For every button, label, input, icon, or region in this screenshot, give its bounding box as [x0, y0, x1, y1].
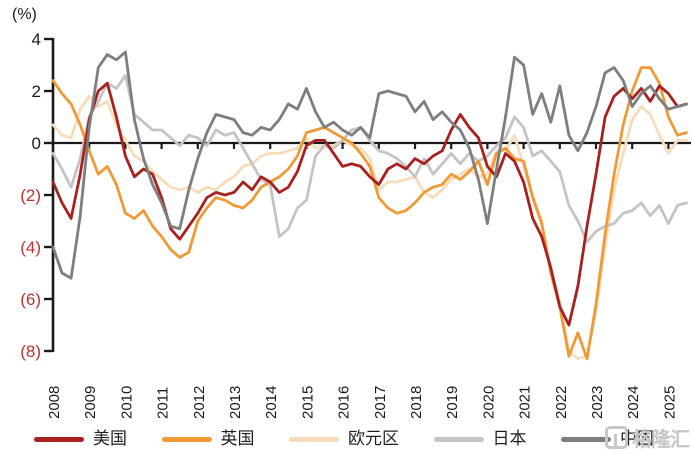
x-axis-tick-label: 2025: [661, 386, 678, 419]
watermark-text: 格隆汇: [632, 429, 690, 451]
x-axis-tick-label: 2024: [625, 386, 642, 419]
legend-swatch-japan: [433, 436, 484, 442]
x-axis-tick-label: 2013: [227, 386, 244, 419]
x-axis-tick-label: 2008: [46, 386, 63, 419]
y-axis-tick-label: 4: [32, 30, 41, 49]
y-axis-tick-label: (6): [20, 290, 41, 309]
x-axis-tick-label: 2016: [336, 386, 353, 419]
series-line-japan: [51, 74, 688, 244]
y-axis-unit-label: (%): [12, 6, 37, 23]
line-chart: 4 2 0 (2) (4) (6) (8) 2008 2009 2010 2011 2012 2013 2…: [20, 30, 691, 419]
x-axis-tick-label: 2020: [480, 386, 497, 419]
legend-swatch-eurozone: [289, 436, 339, 442]
x-axis-tick-label: 2015: [299, 386, 316, 419]
x-axis-tick-label: 2021: [517, 386, 534, 419]
x-axis-tick-label: 2017: [372, 386, 389, 419]
y-axis-tick-label: (8): [20, 342, 41, 361]
legend-label-china: 中国: [620, 428, 654, 449]
legend-swatch-us: [34, 436, 84, 442]
x-axis-tick-label: 2012: [191, 386, 208, 419]
legend-item-japan: 日本: [433, 428, 527, 449]
chart-legend: 美国 英国 欧元区 日本 中国: [0, 424, 692, 454]
legend-item-uk: 英国: [161, 428, 255, 449]
legend-label-japan: 日本: [492, 428, 527, 449]
legend-label-us: 美国: [93, 428, 127, 449]
watermark-logo: 格隆汇: [605, 423, 690, 452]
series-line-us: [51, 81, 688, 327]
legend-label-uk: 英国: [220, 428, 255, 449]
gelonghui-logo-icon: [605, 426, 628, 449]
x-axis-tick-label: 2019: [444, 386, 461, 419]
x-axis-tick-label: 2018: [408, 386, 425, 419]
x-axis-tick-label: 2009: [82, 386, 99, 419]
x-axis-tick-label: 2023: [589, 386, 606, 419]
y-axis-tick-label: (2): [20, 186, 41, 205]
x-axis-tick-label: 2010: [118, 386, 135, 419]
y-axis-tick-label: 2: [32, 82, 41, 101]
x-axis-tick-label: 2011: [155, 387, 172, 419]
y-axis-tick-label: 0: [32, 134, 41, 153]
legend-label-eurozone: 欧元区: [348, 428, 399, 449]
legend-item-us: 美国: [34, 428, 127, 449]
series-line-eurozone: [51, 94, 688, 361]
y-axis-tick-label: (4): [20, 238, 41, 257]
legend-swatch-china: [561, 436, 611, 442]
series-line-uk: [51, 66, 688, 361]
legend-swatch-uk: [161, 436, 212, 442]
x-axis-tick-label: 2014: [263, 386, 280, 419]
series-line-china: [51, 50, 688, 280]
legend-item-china: 中国: [561, 428, 654, 449]
legend-item-eurozone: 欧元区: [289, 428, 399, 449]
x-axis-tick-label: 2022: [553, 386, 570, 419]
